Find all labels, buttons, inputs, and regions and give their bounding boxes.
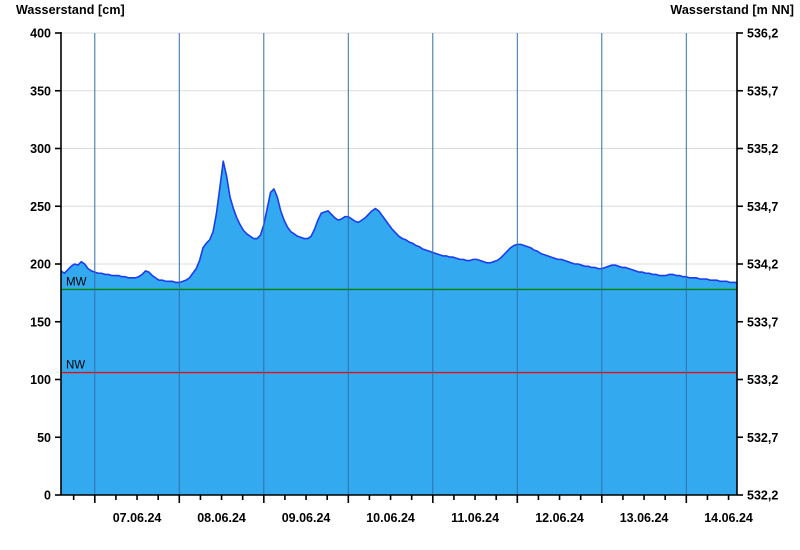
left-tick-label: 400 bbox=[30, 27, 51, 41]
x-tick-label: 12.06.24 bbox=[535, 511, 584, 525]
right-tick-label: 536,2 bbox=[747, 27, 778, 41]
reference-lines bbox=[61, 288, 737, 374]
right-tick-label: 534,2 bbox=[747, 258, 778, 272]
x-tick-label: 09.06.24 bbox=[282, 511, 331, 525]
right-axis-title: Wasserstand [m NN] bbox=[670, 3, 794, 17]
right-axis-labels: 532,2 532,7 533,2 533,7 534,2 534,7 535,2 535,7… bbox=[747, 27, 778, 503]
series-fill bbox=[61, 161, 737, 495]
right-tick-label: 533,7 bbox=[747, 315, 778, 329]
left-tick-label: 100 bbox=[30, 373, 51, 387]
x-axis-labels: 07.06.24 08.06.24 09.06.24 10.06.24 11.06.24… bbox=[113, 511, 753, 525]
left-axis-title: Wasserstand [cm] bbox=[16, 3, 125, 17]
x-tick-label: 07.06.24 bbox=[113, 511, 162, 525]
right-tick-label: 533,2 bbox=[747, 373, 778, 387]
left-tick-label: 0 bbox=[44, 489, 51, 503]
right-tick-label: 535,2 bbox=[747, 142, 778, 156]
x-tick-label: 14.06.24 bbox=[704, 511, 753, 525]
right-tick-label: 532,7 bbox=[747, 431, 778, 445]
x-tick-label: 13.06.24 bbox=[620, 511, 669, 525]
left-tick-label: 250 bbox=[30, 200, 51, 214]
right-tick-label: 535,7 bbox=[747, 84, 778, 98]
x-tick-label: 10.06.24 bbox=[366, 511, 415, 525]
left-tick-label: 300 bbox=[30, 142, 51, 156]
x-tick-label: 11.06.24 bbox=[451, 511, 499, 525]
left-tick-label: 50 bbox=[37, 431, 51, 445]
right-tick-label: 532,2 bbox=[747, 489, 778, 503]
series-line bbox=[60, 160, 737, 284]
x-tick-label: 08.06.24 bbox=[197, 511, 246, 525]
right-tick-label: 534,7 bbox=[747, 200, 778, 214]
axis-ticks bbox=[55, 32, 743, 503]
reference-label-mw: MW bbox=[66, 276, 87, 288]
left-axis-labels: 0 50 100 150 200 250 300 350 400 bbox=[30, 27, 51, 503]
reference-labels: MW NW bbox=[66, 276, 87, 371]
reference-label-nw: NW bbox=[66, 360, 85, 372]
left-tick-label: 350 bbox=[30, 84, 51, 98]
left-tick-label: 200 bbox=[30, 258, 51, 272]
day-gridlines bbox=[94, 33, 687, 495]
series-area bbox=[60, 160, 737, 495]
left-tick-label: 150 bbox=[30, 315, 51, 329]
